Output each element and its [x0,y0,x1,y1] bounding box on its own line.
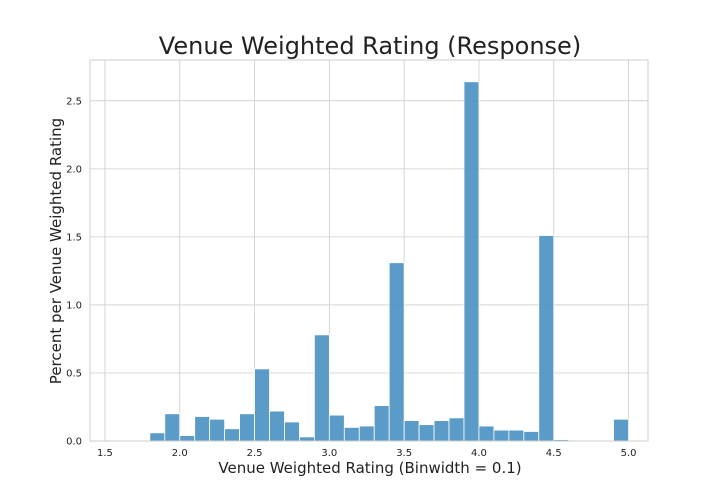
y-tick-label: 1.0 [66,300,82,311]
y-tick-labels: 0.0 0.5 1.0 1.5 2.0 2.5 [66,96,82,447]
histogram-bar [478,425,495,442]
histogram-bar [269,410,285,442]
plot-frame [89,59,649,442]
histogram-bar [523,431,540,442]
y-tick-label: 1.5 [66,232,82,243]
x-tick-label: 1.5 [97,448,113,459]
histogram-bar [164,413,181,442]
histogram-bar [328,414,345,442]
x-tick-label: 4.5 [546,448,562,459]
y-tick-label: 0.5 [66,368,82,379]
histogram-bar [613,418,629,442]
histogram-bar [194,416,211,442]
histogram-bar [373,405,390,442]
histogram-bar [433,420,450,442]
histogram-bar [448,417,465,442]
x-axis-label: Venue Weighted Rating (Binwidth = 0.1) [218,459,521,477]
x-tick-label: 2.5 [247,448,263,459]
histogram-bar [149,432,166,442]
bars-group [149,81,629,442]
histogram-bar [493,429,510,442]
chart-title: Venue Weighted Rating (Response) [159,32,581,60]
histogram-bar [254,368,270,442]
grid-lines [90,60,648,442]
histogram-bar [508,429,525,442]
histogram-bar [179,435,196,442]
x-tick-label: 3.5 [396,448,412,459]
histogram-bar [403,420,420,442]
y-tick-label: 2.5 [66,96,82,107]
y-tick-label: 0.0 [66,437,82,448]
histogram-bar [313,334,330,442]
x-tick-labels: 1.5 2.0 2.5 3.0 3.5 4.0 4.5 5.0 [97,448,636,459]
x-tick-label: 5.0 [621,448,637,459]
histogram-bar [463,81,480,442]
histogram-bar [538,235,555,442]
histogram-bar [284,421,300,442]
x-tick-label: 3.0 [321,448,337,459]
histogram-bar [343,426,360,442]
histogram-bar [388,262,405,442]
histogram-bar [239,413,255,442]
x-tick-label: 4.0 [471,448,487,459]
y-tick-label: 2.0 [66,164,82,175]
histogram-bar [418,424,435,442]
histogram-bar [209,418,226,442]
histogram-bar [358,425,375,442]
histogram-bar [299,436,315,442]
histogram-bar [224,428,240,442]
x-tick-label: 2.0 [172,448,188,459]
y-axis-label: Percent per Venue Weighted Rating [47,118,65,384]
